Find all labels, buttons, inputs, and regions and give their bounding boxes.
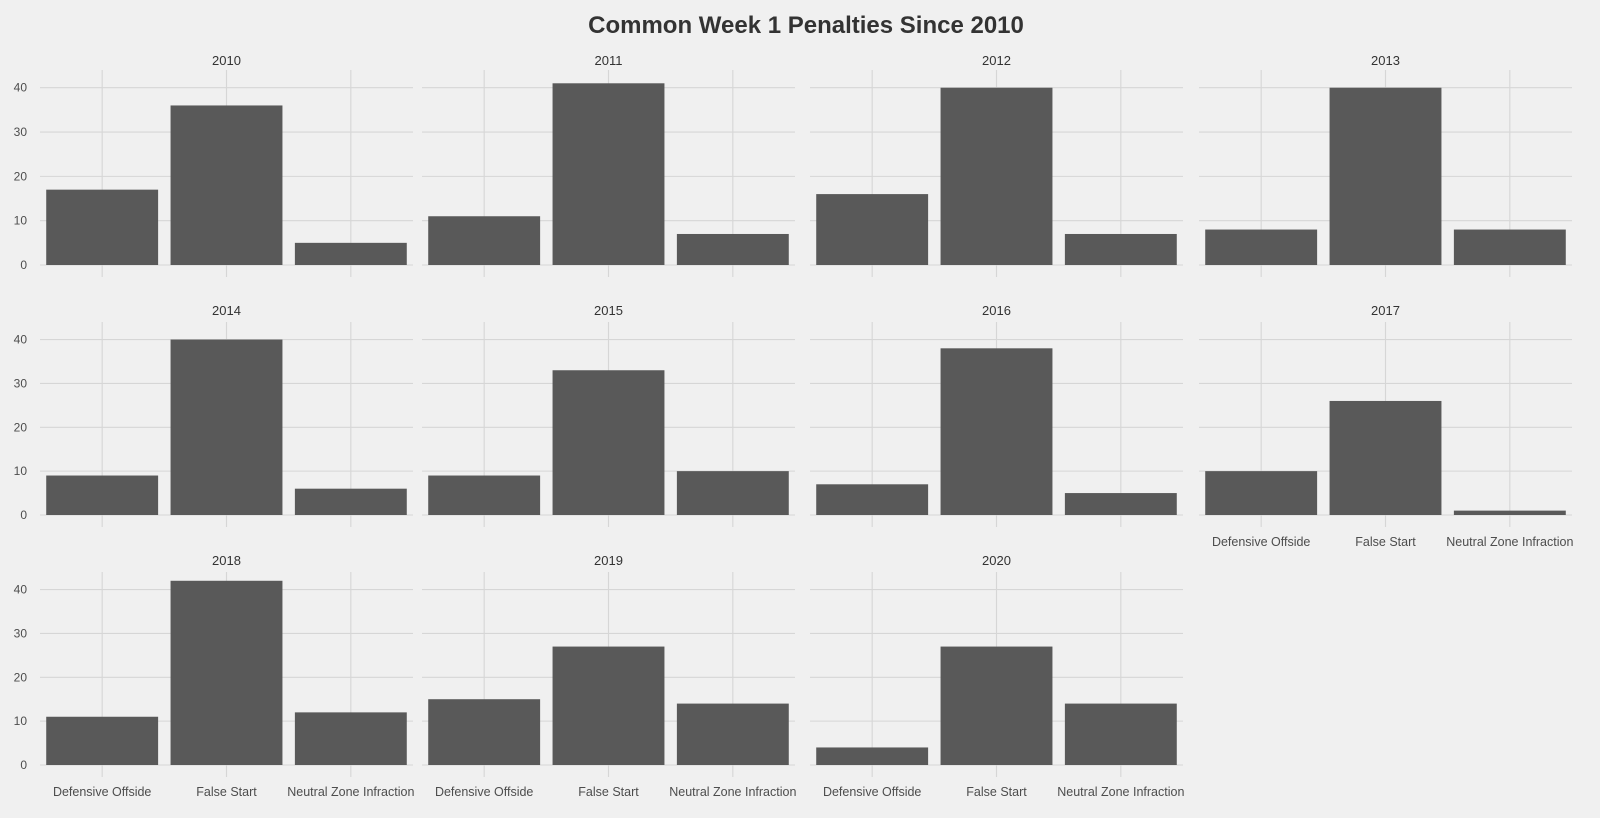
bar-neutral-zone-infraction [1064,703,1177,765]
bar-defensive-offside [816,194,929,265]
bar-defensive-offside [46,475,159,515]
bar-false-start [552,83,665,265]
y-tick-label: 20 [14,420,28,434]
panel-label: 2011 [595,53,623,68]
y-tick-label: 0 [20,258,27,272]
panel-2020: 2020 Defensive Offside False Start Neutral … [810,553,1184,799]
bar-neutral-zone-infraction [294,242,407,265]
x-tick-label: False Start [1355,535,1416,549]
panel-label: 2019 [594,553,623,568]
panel-2017: 2017 Defensive Offside False Start Neutral … [1199,303,1573,549]
bar-defensive-offside [428,216,541,265]
bar-false-start [552,646,665,765]
panel-2018: 2018 0 10 20 30 40 Defensive Offside False Star… [14,553,415,799]
panel-label: 2017 [1371,303,1400,318]
x-tick-label: Neutral Zone Infraction [669,785,796,799]
x-tick-label: False Start [578,785,639,799]
x-tick-label: False Start [196,785,257,799]
panel-label: 2018 [212,553,241,568]
panel-label: 2012 [982,53,1011,68]
bar-defensive-offside [1205,229,1318,265]
bar-false-start [170,339,283,515]
y-tick-label: 30 [14,125,28,139]
x-tick-label: Defensive Offside [1212,535,1310,549]
x-tick-label: Neutral Zone Infraction [287,785,414,799]
y-tick-label: 40 [14,81,28,95]
panel-2014: 2014 0 10 20 30 40 [14,303,413,527]
bar-defensive-offside [46,716,159,765]
bar-neutral-zone-infraction [676,703,789,765]
bar-false-start [1329,87,1442,266]
bar-defensive-offside [428,699,541,765]
panel-label: 2016 [982,303,1011,318]
bar-defensive-offside [816,747,929,765]
panel-2019: 2019 Defensive Offside False Start Neutral … [422,553,796,799]
bar-neutral-zone-infraction [1064,233,1177,265]
y-tick-label: 30 [14,376,28,390]
x-tick-label: Neutral Zone Infraction [1446,535,1573,549]
y-tick-label: 20 [14,169,28,183]
bar-neutral-zone-infraction [294,488,407,515]
bar-false-start [940,646,1053,765]
panel-2015: 2015 [422,303,795,527]
x-tick-label: Defensive Offside [823,785,921,799]
bar-false-start [552,370,665,515]
panel-label: 2014 [212,303,241,318]
panel-2012: 2012 [810,53,1183,277]
panel-label: 2013 [1371,53,1400,68]
bar-false-start [940,348,1053,515]
bar-false-start [170,105,283,265]
bar-neutral-zone-infraction [294,712,407,765]
y-tick-label: 40 [14,333,28,347]
y-tick-label: 10 [14,464,28,478]
bar-neutral-zone-infraction [676,233,789,265]
panel-2013: 2013 [1199,53,1572,277]
bar-neutral-zone-infraction [1453,510,1566,515]
x-tick-label: Defensive Offside [53,785,151,799]
panel-label: 2015 [594,303,623,318]
bar-false-start [170,580,283,765]
panel-2011: 2011 [422,53,795,277]
y-tick-label: 0 [20,508,27,522]
x-tick-label: False Start [966,785,1027,799]
y-tick-label: 10 [14,714,28,728]
y-tick-label: 0 [20,758,27,772]
bar-neutral-zone-infraction [1453,229,1566,265]
bar-neutral-zone-infraction [1064,493,1177,515]
panel-2010: 2010 0 10 20 30 40 [14,53,413,277]
bar-defensive-offside [1205,471,1318,515]
panel-label: 2020 [982,553,1011,568]
x-tick-label: Defensive Offside [435,785,533,799]
panel-2016: 2016 [810,303,1183,527]
y-tick-label: 10 [14,214,28,228]
y-tick-label: 40 [14,583,28,597]
bar-false-start [1329,400,1442,515]
y-tick-label: 20 [14,670,28,684]
panel-label: 2010 [212,53,241,68]
y-tick-label: 30 [14,626,28,640]
bar-neutral-zone-infraction [676,471,789,515]
bar-false-start [940,87,1053,266]
bar-defensive-offside [46,189,159,265]
bar-defensive-offside [428,475,541,515]
chart-title: Common Week 1 Penalties Since 2010 [588,12,1024,39]
x-tick-label: Neutral Zone Infraction [1057,785,1184,799]
bar-defensive-offside [816,484,929,515]
